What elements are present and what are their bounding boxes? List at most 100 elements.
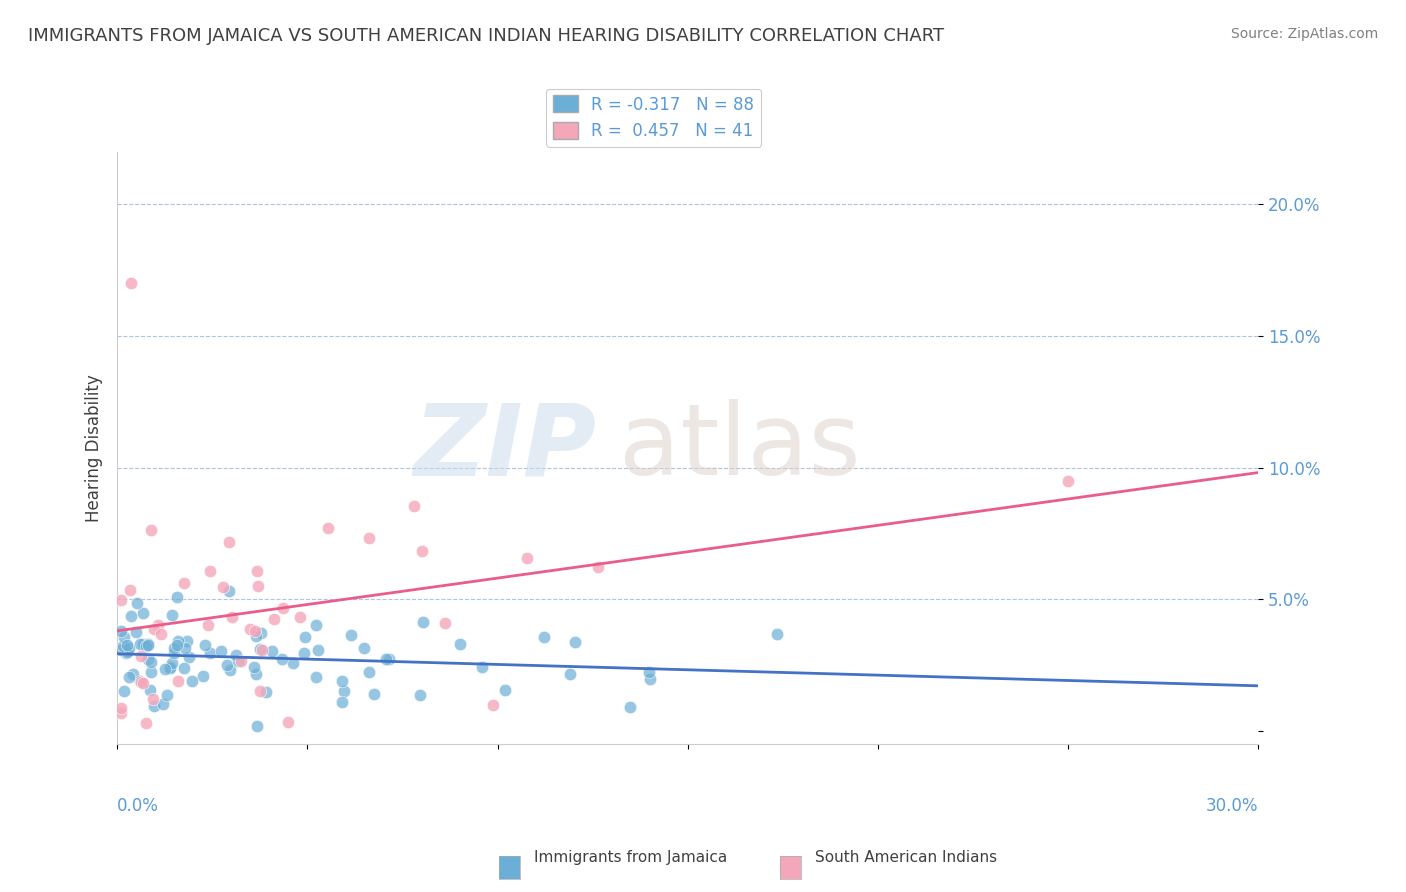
Point: [246, 579, 269, 593]
Point: [482, 698, 505, 712]
Point: [163, 646, 186, 660]
Point: [434, 615, 457, 630]
Point: [449, 637, 471, 651]
Point: [159, 661, 181, 675]
Point: [118, 670, 141, 684]
Point: [353, 641, 375, 656]
Point: [619, 700, 641, 714]
Point: [176, 634, 198, 648]
Point: [249, 683, 271, 698]
Point: [120, 608, 142, 623]
Point: [167, 633, 190, 648]
Point: [378, 652, 401, 666]
Point: [148, 618, 170, 632]
Point: [409, 688, 432, 702]
Point: [142, 698, 165, 713]
Point: [357, 665, 380, 679]
Point: [281, 656, 304, 670]
Text: ZIP: ZIP: [413, 400, 596, 497]
Point: [173, 661, 195, 675]
Point: [263, 612, 285, 626]
Point: [250, 626, 273, 640]
Point: [246, 719, 269, 733]
Point: [135, 716, 157, 731]
Point: [411, 543, 433, 558]
Point: [132, 636, 155, 650]
Point: [118, 640, 141, 655]
Point: [156, 688, 179, 702]
Point: [143, 622, 166, 636]
Text: IMMIGRANTS FROM JAMAICA VS SOUTH AMERICAN INDIAN HEARING DISABILITY CORRELATION : IMMIGRANTS FROM JAMAICA VS SOUTH AMERICA…: [28, 27, 945, 45]
Point: [288, 610, 311, 624]
Text: Immigrants from Jamaica: Immigrants from Jamaica: [534, 850, 727, 865]
Point: [112, 630, 135, 644]
Point: [139, 523, 162, 537]
Point: [640, 672, 662, 686]
Point: [193, 669, 215, 683]
Point: [194, 638, 217, 652]
Point: [533, 630, 555, 644]
Point: [239, 622, 262, 636]
Point: [209, 644, 232, 658]
Point: [152, 698, 174, 712]
Point: [129, 673, 152, 688]
Point: [159, 660, 181, 674]
Point: [163, 640, 186, 655]
Point: [637, 665, 659, 679]
Point: [177, 649, 200, 664]
Point: [316, 521, 339, 535]
Text: 30.0%: 30.0%: [1206, 797, 1258, 815]
Point: [162, 656, 184, 670]
Point: [139, 665, 162, 679]
Point: [173, 640, 195, 655]
Point: [765, 627, 787, 641]
Point: [173, 576, 195, 591]
Point: [121, 666, 143, 681]
Point: [271, 651, 294, 665]
Point: [374, 652, 396, 666]
Point: [110, 643, 132, 657]
Point: [558, 667, 581, 681]
Point: [166, 638, 188, 652]
Point: [110, 701, 132, 715]
Point: [198, 564, 221, 578]
Point: [215, 657, 238, 672]
Point: [142, 692, 165, 706]
Point: [277, 714, 299, 729]
Point: [167, 674, 190, 689]
Point: [340, 628, 363, 642]
Point: [245, 667, 267, 681]
Legend: R = -0.317   N = 88, R =  0.457   N = 41: R = -0.317 N = 88, R = 0.457 N = 41: [547, 88, 761, 146]
Point: [150, 626, 173, 640]
Point: [271, 601, 294, 615]
Point: [225, 648, 247, 662]
Point: [250, 642, 273, 657]
Text: 0.0%: 0.0%: [117, 797, 159, 815]
Point: [197, 618, 219, 632]
Point: [136, 637, 159, 651]
Point: [333, 684, 356, 698]
Point: [307, 642, 329, 657]
Point: [254, 685, 277, 699]
Point: [294, 630, 316, 644]
Point: [242, 660, 264, 674]
Point: [136, 638, 159, 652]
Point: [330, 695, 353, 709]
Point: [330, 673, 353, 688]
Point: [162, 608, 184, 623]
Point: [1057, 474, 1080, 488]
Point: [516, 550, 538, 565]
Point: [471, 660, 494, 674]
Point: [292, 646, 315, 660]
Point: [132, 606, 155, 620]
Point: [132, 676, 155, 690]
Point: [115, 638, 138, 652]
Point: [181, 673, 204, 688]
Point: [139, 655, 162, 669]
Point: [305, 670, 328, 684]
Point: [111, 639, 134, 653]
Point: [221, 610, 243, 624]
Point: [219, 663, 242, 677]
Point: [586, 560, 609, 574]
Point: [112, 684, 135, 698]
